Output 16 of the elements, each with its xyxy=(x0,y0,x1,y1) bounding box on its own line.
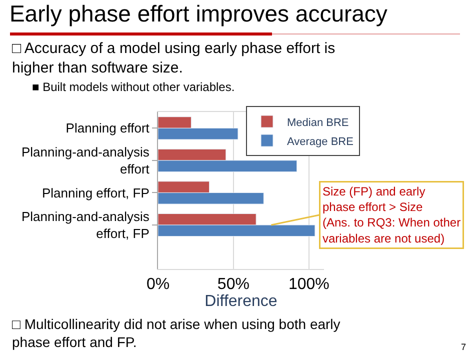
y-tick-label: Planning-and-analysis effort, FP xyxy=(21,209,150,241)
y-tick-label: Planning effort xyxy=(66,120,150,136)
text: □ Multicollinearity did not arise when using both early phase effort and FP. xyxy=(12,316,340,350)
x-tick-label: 50% xyxy=(217,276,250,294)
legend-label: Average BRE xyxy=(287,136,354,148)
annotation: Size (FP) and early phase effort > Size (Ans. to RQ3: When other variables are not used) xyxy=(322,184,461,246)
text: ■ Built models without other variables. xyxy=(32,80,235,94)
chart-title: Early phase effort improves accuracy xyxy=(9,0,388,26)
y-tick-label: Planning-and-analysis effort xyxy=(21,144,150,176)
x-tick-label: 100% xyxy=(288,276,330,294)
x-tick-label: 0% xyxy=(146,276,170,294)
text: 7 xyxy=(461,342,466,352)
x-axis-title: Difference xyxy=(204,293,278,310)
legend-label: Median BRE xyxy=(287,116,349,129)
text: □ Accuracy of a model using early phase effort is higher than software size. xyxy=(12,40,336,76)
y-tick-label: Planning effort, FP xyxy=(42,185,150,200)
